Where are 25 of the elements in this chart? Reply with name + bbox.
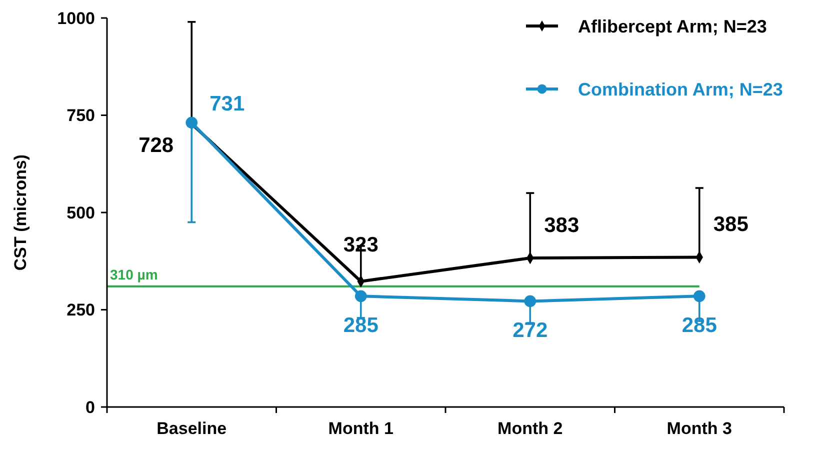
legend-label: Combination Arm; N=23 — [578, 79, 783, 100]
data-label: 272 — [512, 319, 548, 342]
point — [524, 295, 536, 308]
y-tick-label: 0 — [86, 398, 95, 417]
legend-label: Aflibercept Arm; N=23 — [578, 16, 767, 36]
y-tick-label: 750 — [66, 106, 95, 126]
y-tick-label: 250 — [66, 300, 95, 320]
x-tick-label: Baseline — [156, 419, 227, 438]
point — [693, 290, 706, 302]
y-tick-label: 1000 — [57, 8, 95, 28]
x-tick-label: Month 1 — [328, 419, 394, 438]
x-tick-label: Month 2 — [498, 419, 563, 438]
x-tick-label: Month 3 — [666, 419, 732, 438]
data-label: 731 — [210, 92, 245, 116]
data-label: 385 — [713, 213, 749, 236]
data-label: 383 — [544, 214, 580, 238]
ref-line-label: 310 µm — [110, 266, 158, 282]
y-axis-title: CST (microns) — [11, 154, 30, 271]
data-label: 728 — [138, 134, 174, 157]
data-label: 323 — [343, 233, 378, 256]
data-label: 285 — [343, 314, 379, 338]
point — [186, 116, 198, 129]
data-label: 285 — [682, 314, 718, 338]
y-tick-label: 500 — [66, 203, 95, 222]
point — [354, 290, 367, 302]
